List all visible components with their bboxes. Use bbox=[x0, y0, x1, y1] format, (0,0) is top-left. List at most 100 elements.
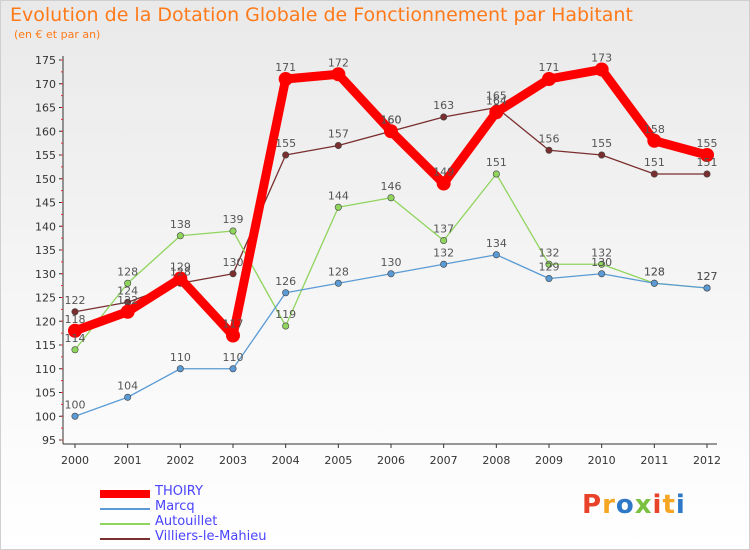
data-label: 128 bbox=[328, 265, 349, 278]
legend-item-autouillet[interactable]: Autouillet bbox=[100, 514, 360, 531]
data-label: 127 bbox=[697, 270, 718, 283]
series-line-marcq bbox=[74, 254, 708, 417]
x-tick-label: 2001 bbox=[114, 454, 142, 467]
data-point-autouillet bbox=[282, 322, 290, 330]
data-label: 164 bbox=[486, 94, 507, 107]
data-point-thoiry bbox=[647, 133, 662, 148]
logo-letter: x bbox=[634, 490, 653, 520]
data-point-thoiry bbox=[226, 328, 240, 343]
x-tick-label: 2008 bbox=[482, 454, 510, 467]
x-tick-label: 2007 bbox=[430, 454, 458, 467]
y-tick-label: 130 bbox=[35, 268, 56, 281]
x-tick-label: 2006 bbox=[377, 454, 405, 467]
data-point-marcq bbox=[124, 393, 132, 401]
legend-label-autouillet: Autouillet bbox=[155, 514, 218, 529]
logo-letter: i bbox=[652, 490, 663, 520]
data-label: 156 bbox=[539, 132, 560, 145]
data-point-marcq bbox=[492, 251, 500, 259]
y-tick-label: 170 bbox=[35, 78, 56, 91]
data-label: 132 bbox=[591, 246, 612, 259]
data-label: 151 bbox=[644, 156, 665, 169]
proxiti-logo: Proxiti bbox=[582, 490, 686, 520]
data-point-autouillet bbox=[124, 279, 132, 287]
y-tick-label: 105 bbox=[35, 387, 56, 400]
data-point-marcq bbox=[71, 412, 79, 420]
data-label: 130 bbox=[591, 256, 612, 269]
logo-letter: i bbox=[675, 490, 686, 520]
x-tick-label: 2000 bbox=[61, 454, 89, 467]
data-label: 134 bbox=[486, 237, 507, 250]
data-point-thoiry bbox=[173, 271, 188, 286]
data-point-autouillet bbox=[387, 194, 395, 202]
data-point-villiers-le-mahieu bbox=[650, 170, 658, 178]
data-label: 128 bbox=[644, 265, 665, 278]
data-label: 160 bbox=[381, 113, 402, 126]
data-label: 132 bbox=[539, 246, 560, 259]
data-label: 130 bbox=[381, 256, 402, 269]
data-point-marcq bbox=[282, 289, 290, 297]
line-chart: 95 100 105 110 115 120 125 130 135 140 145 150 155 16… bbox=[35, 52, 721, 468]
series-line-thoiry bbox=[70, 65, 712, 340]
data-label: 100 bbox=[65, 398, 86, 411]
data-label: 118 bbox=[65, 313, 86, 326]
x-tick-label: 2010 bbox=[588, 454, 616, 467]
legend-swatch-villiers bbox=[100, 537, 150, 540]
data-label: 155 bbox=[591, 137, 612, 150]
x-tick-label: 2011 bbox=[640, 454, 668, 467]
data-label: 122 bbox=[65, 294, 86, 307]
x-tick-label: 2004 bbox=[272, 454, 300, 467]
y-tick-label: 155 bbox=[35, 149, 56, 162]
data-point-marcq bbox=[545, 274, 553, 282]
data-point-marcq bbox=[229, 365, 237, 373]
data-label: 104 bbox=[117, 379, 138, 392]
data-point-thoiry bbox=[436, 176, 451, 191]
data-point-autouillet bbox=[176, 232, 184, 240]
y-tick-label: 175 bbox=[35, 54, 56, 67]
data-label: 128 bbox=[117, 265, 138, 278]
data-point-thoiry bbox=[594, 62, 609, 77]
logo-letter: P bbox=[582, 490, 603, 520]
data-point-thoiry bbox=[278, 72, 293, 86]
legend-item-marcq[interactable]: Marcq bbox=[100, 499, 360, 516]
data-point-thoiry bbox=[542, 72, 556, 86]
data-label: 171 bbox=[275, 61, 296, 74]
data-label: 117 bbox=[223, 318, 244, 331]
y-tick-label: 140 bbox=[35, 220, 56, 233]
data-label: 151 bbox=[697, 156, 718, 169]
y-tick-label: 135 bbox=[35, 244, 56, 257]
data-point-thoiry bbox=[384, 124, 398, 139]
data-label: 114 bbox=[65, 332, 86, 345]
data-label: 144 bbox=[328, 189, 349, 202]
y-tick-label: 150 bbox=[35, 173, 56, 186]
data-point-marcq bbox=[650, 279, 658, 287]
chart-subtitle: (en € et par an) bbox=[14, 28, 101, 41]
data-point-villiers-le-mahieu bbox=[703, 170, 711, 178]
data-point-villiers-le-mahieu bbox=[545, 146, 553, 154]
data-label: 138 bbox=[170, 218, 191, 231]
data-point-villiers-le-mahieu bbox=[229, 270, 237, 278]
data-label: 163 bbox=[433, 99, 454, 112]
legend-item-thoiry[interactable]: THOIRY bbox=[100, 484, 360, 501]
x-tick-label: 2005 bbox=[324, 454, 352, 467]
y-tick-label: 165 bbox=[35, 102, 56, 115]
data-point-autouillet bbox=[598, 260, 606, 268]
legend-swatch-marcq bbox=[100, 507, 150, 510]
legend-label-villiers: Villiers-le-Mahieu bbox=[155, 529, 267, 544]
data-point-thoiry bbox=[120, 304, 135, 319]
y-tick-label: 160 bbox=[35, 125, 56, 138]
y-tick-label: 110 bbox=[35, 363, 56, 376]
data-point-marcq bbox=[703, 284, 711, 292]
x-tick-label: 2009 bbox=[535, 454, 563, 467]
legend-item-villiers[interactable]: Villiers-le-Mahieu bbox=[100, 529, 360, 546]
data-label: 137 bbox=[433, 223, 454, 236]
data-point-marcq bbox=[598, 270, 606, 278]
data-label: 158 bbox=[644, 123, 665, 136]
data-label: 132 bbox=[433, 246, 454, 259]
logo-letter: o bbox=[615, 490, 635, 520]
data-label: 127 bbox=[697, 270, 718, 283]
legend-swatch-autouillet bbox=[100, 522, 150, 525]
data-label: 146 bbox=[381, 180, 402, 193]
data-label: 110 bbox=[223, 351, 244, 364]
data-label: 139 bbox=[223, 213, 244, 226]
